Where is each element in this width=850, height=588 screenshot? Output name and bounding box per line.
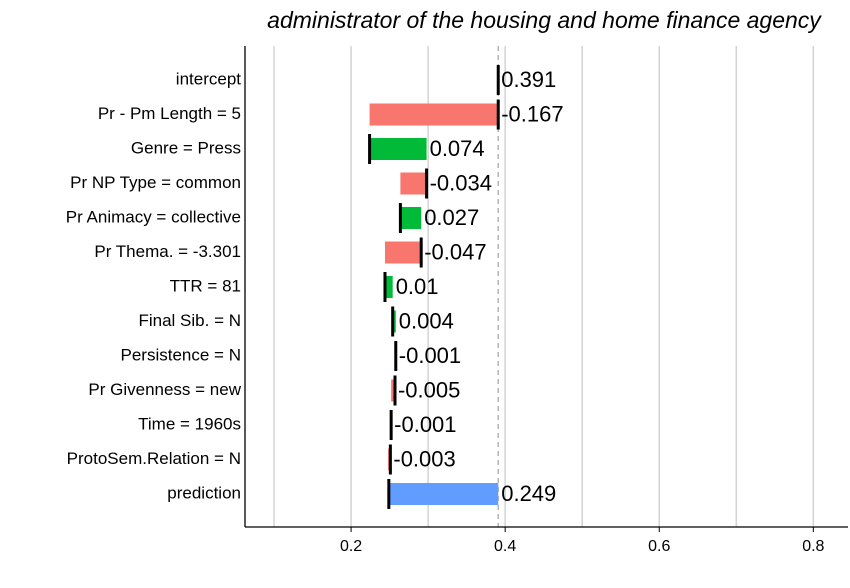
y-tick-label: prediction — [167, 483, 241, 502]
value-label: -0.005 — [398, 377, 460, 402]
y-tick-label: Pr - Pm Length = 5 — [98, 104, 241, 123]
value-label: -0.047 — [424, 239, 486, 264]
bar — [369, 103, 499, 126]
value-label: -0.003 — [393, 446, 455, 471]
y-tick-label: Final Sib. = N — [138, 311, 241, 330]
x-tick-label: 0.8 — [802, 538, 824, 555]
y-tick-label: Pr Thema. = -3.301 — [94, 242, 241, 261]
y-tick-label: Pr NP Type = common — [70, 173, 241, 192]
value-label: -0.001 — [399, 343, 461, 368]
x-tick-label: 0.2 — [340, 538, 362, 555]
bar — [384, 276, 393, 298]
chart-title: administrator of the housing and home fi… — [267, 7, 822, 33]
y-tick-label: TTR = 81 — [170, 276, 241, 295]
y-tick-label: Persistence = N — [121, 345, 241, 364]
y-tick-label: Pr Animacy = collective — [66, 207, 241, 226]
bar — [369, 138, 427, 160]
x-tick-label: 0.4 — [494, 538, 516, 555]
value-label: 0.004 — [399, 308, 454, 333]
y-tick-label: Pr Givenness = new — [88, 380, 241, 399]
value-label: -0.001 — [394, 412, 456, 437]
y-tick-label: Time = 1960s — [138, 414, 241, 433]
y-tick-label: ProtoSem.Relation = N — [67, 449, 241, 468]
bar — [384, 241, 422, 264]
bar — [400, 207, 422, 229]
value-label: 0.074 — [430, 136, 485, 161]
value-label: 0.249 — [501, 481, 556, 506]
x-tick-label: 0.6 — [648, 538, 670, 555]
value-label: -0.034 — [430, 170, 492, 195]
bar — [391, 379, 395, 402]
value-label: 0.027 — [424, 205, 479, 230]
bar — [392, 310, 396, 333]
value-label: 0.391 — [501, 67, 556, 92]
value-label: 0.01 — [396, 274, 439, 299]
value-label: -0.167 — [501, 101, 563, 126]
y-tick-label: Genre = Press — [131, 138, 241, 157]
bar — [400, 172, 427, 195]
bar — [388, 483, 499, 505]
y-tick-label: intercept — [176, 69, 241, 88]
